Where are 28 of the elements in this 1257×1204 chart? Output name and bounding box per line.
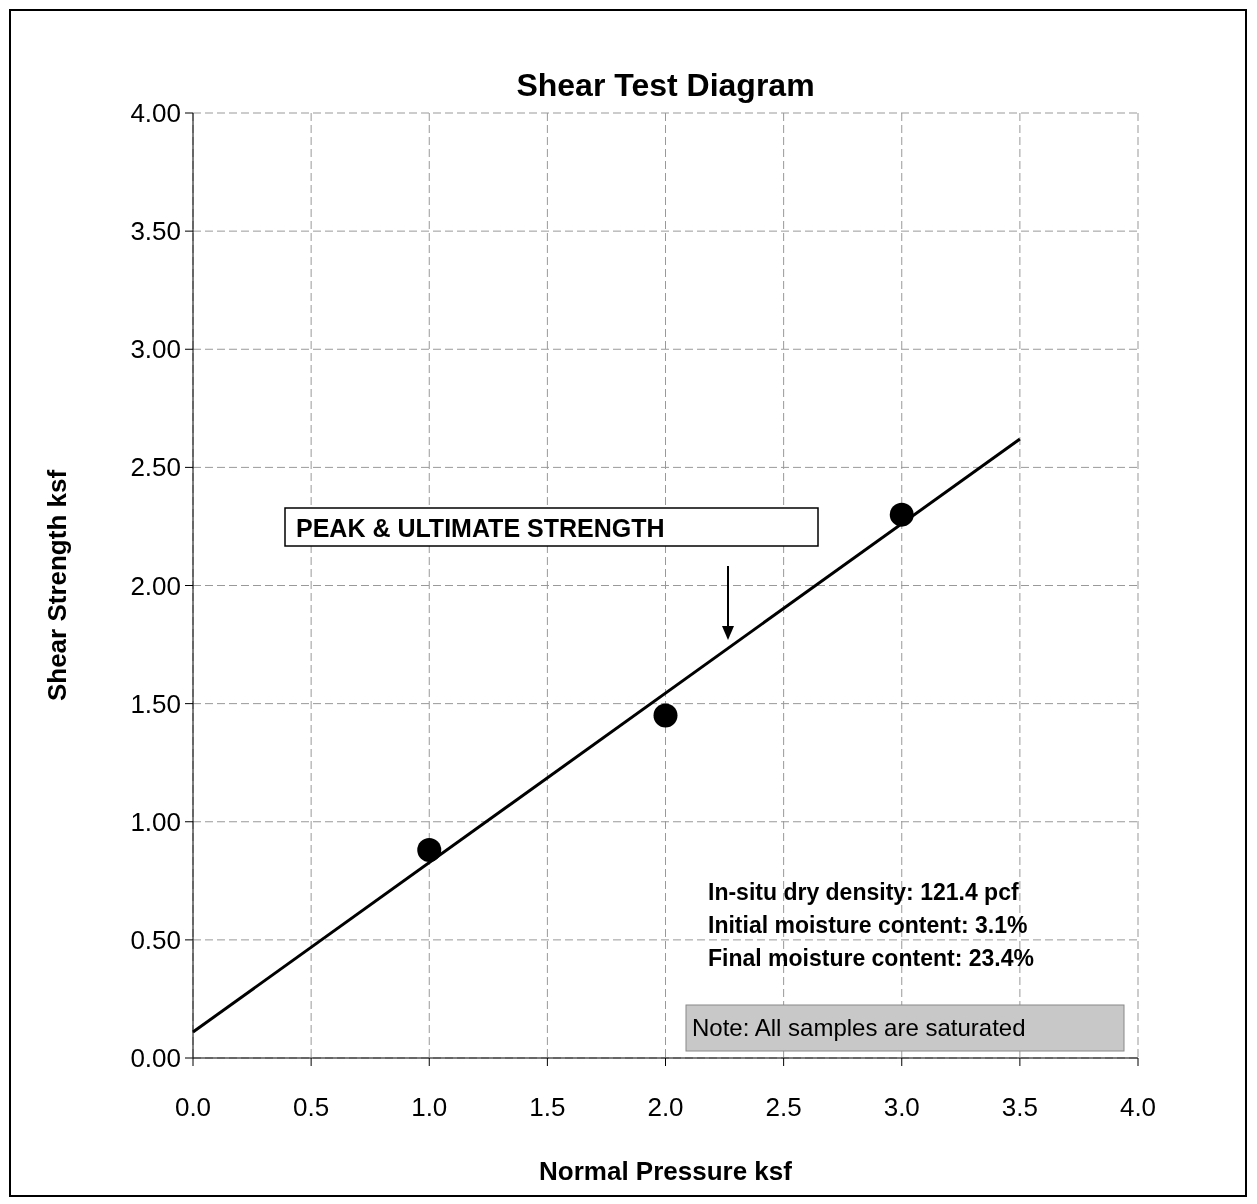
y-tick-label: 3.50: [130, 216, 181, 247]
y-tick-label: 2.00: [130, 570, 181, 601]
x-axis-title: Normal Pressure ksf: [539, 1156, 793, 1186]
point: [417, 838, 442, 863]
x-tick-label: 0.0: [174, 1092, 212, 1122]
x-tick-label: 2.5: [765, 1092, 802, 1122]
x-tick-label: 1.5: [529, 1092, 566, 1122]
x-tick-label: 3.5: [1001, 1092, 1038, 1122]
x-tick-label: 2.0: [647, 1092, 684, 1122]
point: [653, 703, 678, 728]
annotation: Final moisture content: 23.4%: [708, 945, 1034, 971]
annotation: In-situ dry density: 121.4 pcf: [708, 879, 1019, 905]
x-tick-label: 1.0: [411, 1092, 448, 1122]
y-tick-label: 2.50: [130, 452, 181, 483]
y-axis-title: Shear Strength ksf: [42, 469, 72, 702]
y-tick-label: 1.50: [130, 688, 181, 719]
y-tick-label: 3.00: [130, 334, 181, 365]
annotation: Note: All samples are saturated: [692, 1014, 1026, 1041]
y-tick-label: 1.00: [130, 806, 181, 837]
x-tick-label: 0.5: [293, 1092, 330, 1122]
chart-title: Shear Test Diagram: [516, 67, 815, 103]
y-tick-label: 0.50: [130, 924, 181, 955]
annotation: Initial moisture content: 3.1%: [708, 912, 1028, 938]
x-tick-label: 4.0: [1119, 1092, 1157, 1122]
y-tick-label: 4.00: [130, 98, 181, 128]
x-tick-label: 3.0: [883, 1092, 920, 1122]
annotation: PEAK & ULTIMATE STRENGTH: [296, 514, 665, 542]
y-tick-label: 0.00: [130, 1043, 181, 1073]
